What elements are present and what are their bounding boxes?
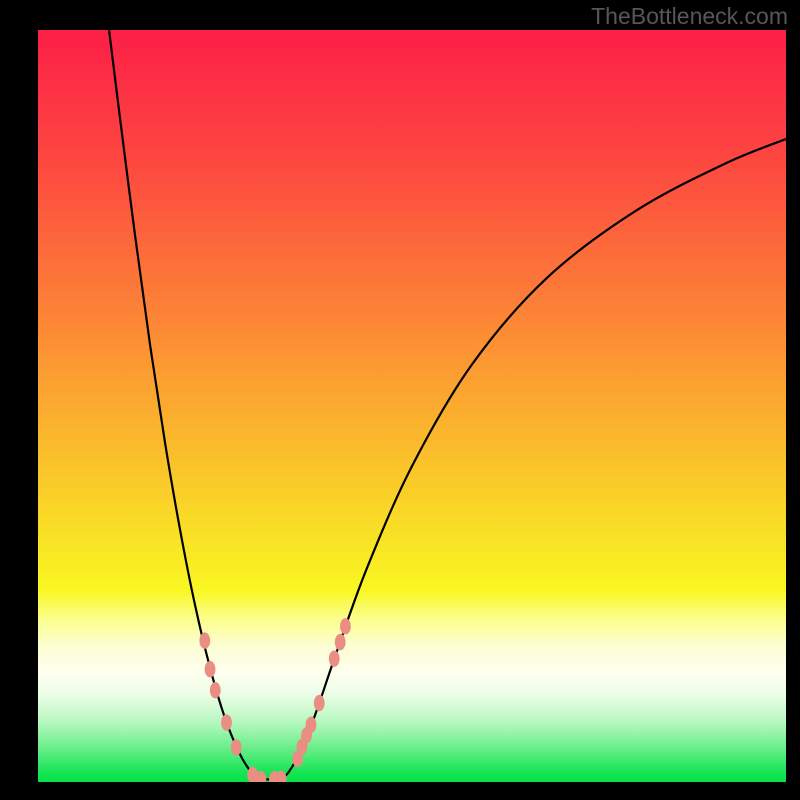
- data-marker: [335, 634, 346, 650]
- watermark-text: TheBottleneck.com: [591, 3, 788, 30]
- data-marker: [199, 632, 210, 648]
- markers-left: [199, 632, 266, 782]
- data-marker: [314, 695, 325, 711]
- data-marker: [210, 682, 221, 698]
- curve-left: [109, 30, 259, 779]
- data-marker: [221, 714, 232, 730]
- chart-overlay: [38, 30, 786, 782]
- markers-right: [269, 618, 351, 782]
- data-marker: [340, 618, 351, 634]
- data-marker: [306, 717, 317, 733]
- data-marker: [205, 661, 216, 677]
- data-marker: [231, 739, 242, 755]
- data-marker: [329, 650, 340, 666]
- curve-right: [281, 139, 786, 779]
- plot-area: [38, 30, 786, 782]
